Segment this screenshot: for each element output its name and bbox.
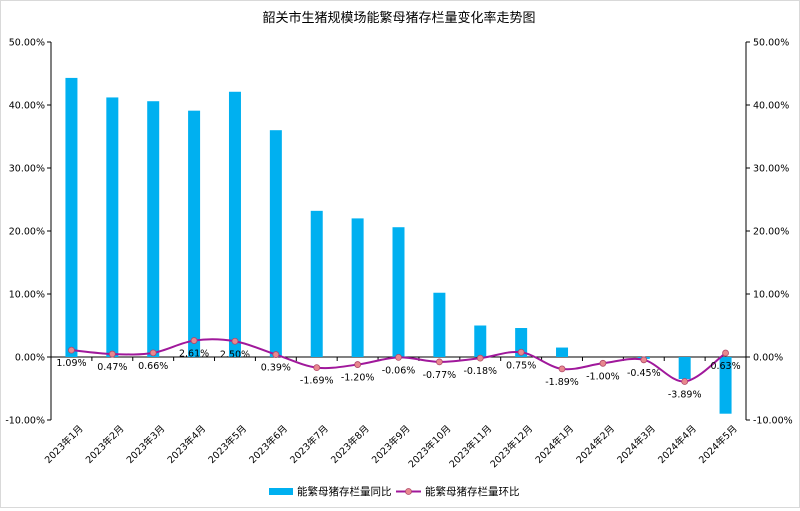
y-left-tick-label: 0.00% (15, 353, 45, 364)
mom-point (68, 346, 75, 354)
bar-yoy (65, 77, 78, 357)
bar-yoy (147, 101, 160, 357)
axes: 50.00% 40.00% 30.00% 20.00% 10.00% 0.00% -10.0… (5, 38, 792, 427)
y-right-tick-label: 0.00% (753, 353, 783, 364)
legend-bar-swatch (269, 488, 293, 495)
mom-point (313, 364, 321, 372)
y-left-tick-label: -10.00% (5, 416, 45, 427)
y-left-tick-label: 50.00% (9, 38, 45, 49)
bar-yoy (678, 357, 691, 380)
bar-yoy (433, 292, 446, 357)
x-tick-label: 2024年4月 (655, 423, 698, 466)
x-tick-label: 2024年2月 (574, 423, 617, 466)
bar-yoy (269, 130, 282, 357)
mom-data-label: 0.39% (261, 363, 291, 374)
legend-line-marker (405, 488, 412, 495)
mom-point (231, 337, 239, 345)
x-tick-label: 2023年2月 (83, 423, 126, 466)
bar-yoy (188, 110, 201, 357)
mom-data-label: 1.09% (56, 358, 86, 369)
mom-point (435, 358, 443, 366)
y-right-tick-label: 20.00% (753, 227, 789, 238)
mom-point (354, 361, 362, 368)
y-right-tick-label: 50.00% (753, 38, 789, 49)
mom-data-label: 0.47% (97, 362, 127, 373)
mom-point (640, 356, 648, 364)
x-tick-label: 2023年3月 (124, 423, 167, 466)
bar-yoy (719, 357, 732, 414)
x-tick-label: 2023年6月 (247, 423, 290, 466)
y-right-tick-label: -10.00% (753, 416, 793, 427)
mom-point (517, 348, 525, 356)
y-right-tick-label: 30.00% (753, 164, 789, 175)
x-tick-labels: 2023年1月2023年2月2023年3月2023年4月2023年5月2023年… (42, 423, 739, 471)
y-right-tick-label: 10.00% (753, 290, 789, 301)
mom-data-label: 0.66% (138, 361, 168, 372)
mom-point (722, 349, 729, 357)
mom-data-label: 2.50% (220, 349, 250, 360)
mom-point (681, 378, 689, 385)
y-left-tick-label: 20.00% (9, 227, 45, 238)
mom-data-label: -0.18% (463, 366, 497, 377)
bar-yoy (474, 325, 487, 357)
chart-title: 韶关市生猪规模场能繁母猪存栏量变化率走势图 (262, 10, 535, 26)
mom-point (149, 349, 157, 357)
mom-data-label: -1.20% (341, 373, 375, 384)
x-tick-label: 2024年3月 (615, 423, 658, 466)
legend-line-label: 能繁母猪存栏量环比 (425, 485, 520, 498)
bar-yoy (106, 97, 119, 357)
legend: 能繁母猪存栏量同比 能繁母猪存栏量环比 (269, 485, 520, 498)
mom-data-label: 0.75% (506, 360, 536, 371)
mom-data-label: -1.69% (300, 376, 334, 387)
mom-point (599, 359, 607, 367)
data-labels: 1.09% 0.47% 0.66% 2.61% 2.50% 0.39% -1.69% -1.2… (56, 349, 740, 401)
mom-data-label: -0.45% (627, 368, 661, 379)
x-tick-label: 2023年9月 (369, 423, 412, 466)
x-tick-label: 2023年7月 (288, 423, 331, 466)
mom-point (558, 365, 566, 373)
mom-point (190, 337, 198, 344)
legend-bar-label: 能繁母猪存栏量同比 (297, 485, 392, 498)
mom-point (272, 351, 280, 358)
bar-yoy (515, 328, 528, 357)
x-tick-label: 2023年10月 (406, 423, 454, 471)
mom-data-label: -0.06% (382, 365, 416, 376)
x-tick-label: 2024年1月 (533, 423, 576, 466)
bar-yoy (310, 210, 323, 357)
y-right-tick-label: 40.00% (753, 101, 789, 112)
bar-yoy (351, 218, 364, 357)
line-series (68, 337, 729, 385)
bar-series (65, 77, 732, 414)
y-left-tick-label: 40.00% (9, 101, 45, 112)
x-tick-label: 2023年1月 (42, 423, 85, 466)
y-left-tick-label: 10.00% (9, 290, 45, 301)
x-tick-label: 2023年8月 (328, 423, 371, 466)
mom-data-label: 0.63% (710, 361, 740, 372)
x-tick-label: 2023年12月 (488, 423, 536, 471)
mom-point (476, 354, 484, 362)
mom-data-label: -1.89% (545, 377, 579, 388)
bar-yoy (556, 347, 569, 357)
bar-yoy (228, 91, 241, 358)
x-tick-label: 2024年5月 (696, 423, 739, 466)
x-tick-label: 2023年4月 (165, 423, 208, 466)
mom-point (108, 350, 116, 358)
x-tick-label: 2023年5月 (206, 423, 249, 466)
y-left-tick-label: 30.00% (9, 164, 45, 175)
mom-data-label: -0.77% (423, 370, 457, 381)
bar-yoy (392, 227, 405, 357)
mom-point (395, 353, 402, 361)
mom-data-label: -1.00% (586, 371, 620, 382)
mom-data-label: -3.89% (668, 390, 702, 401)
mom-data-label: 2.61% (179, 349, 209, 360)
x-tick-label: 2023年11月 (447, 423, 495, 471)
